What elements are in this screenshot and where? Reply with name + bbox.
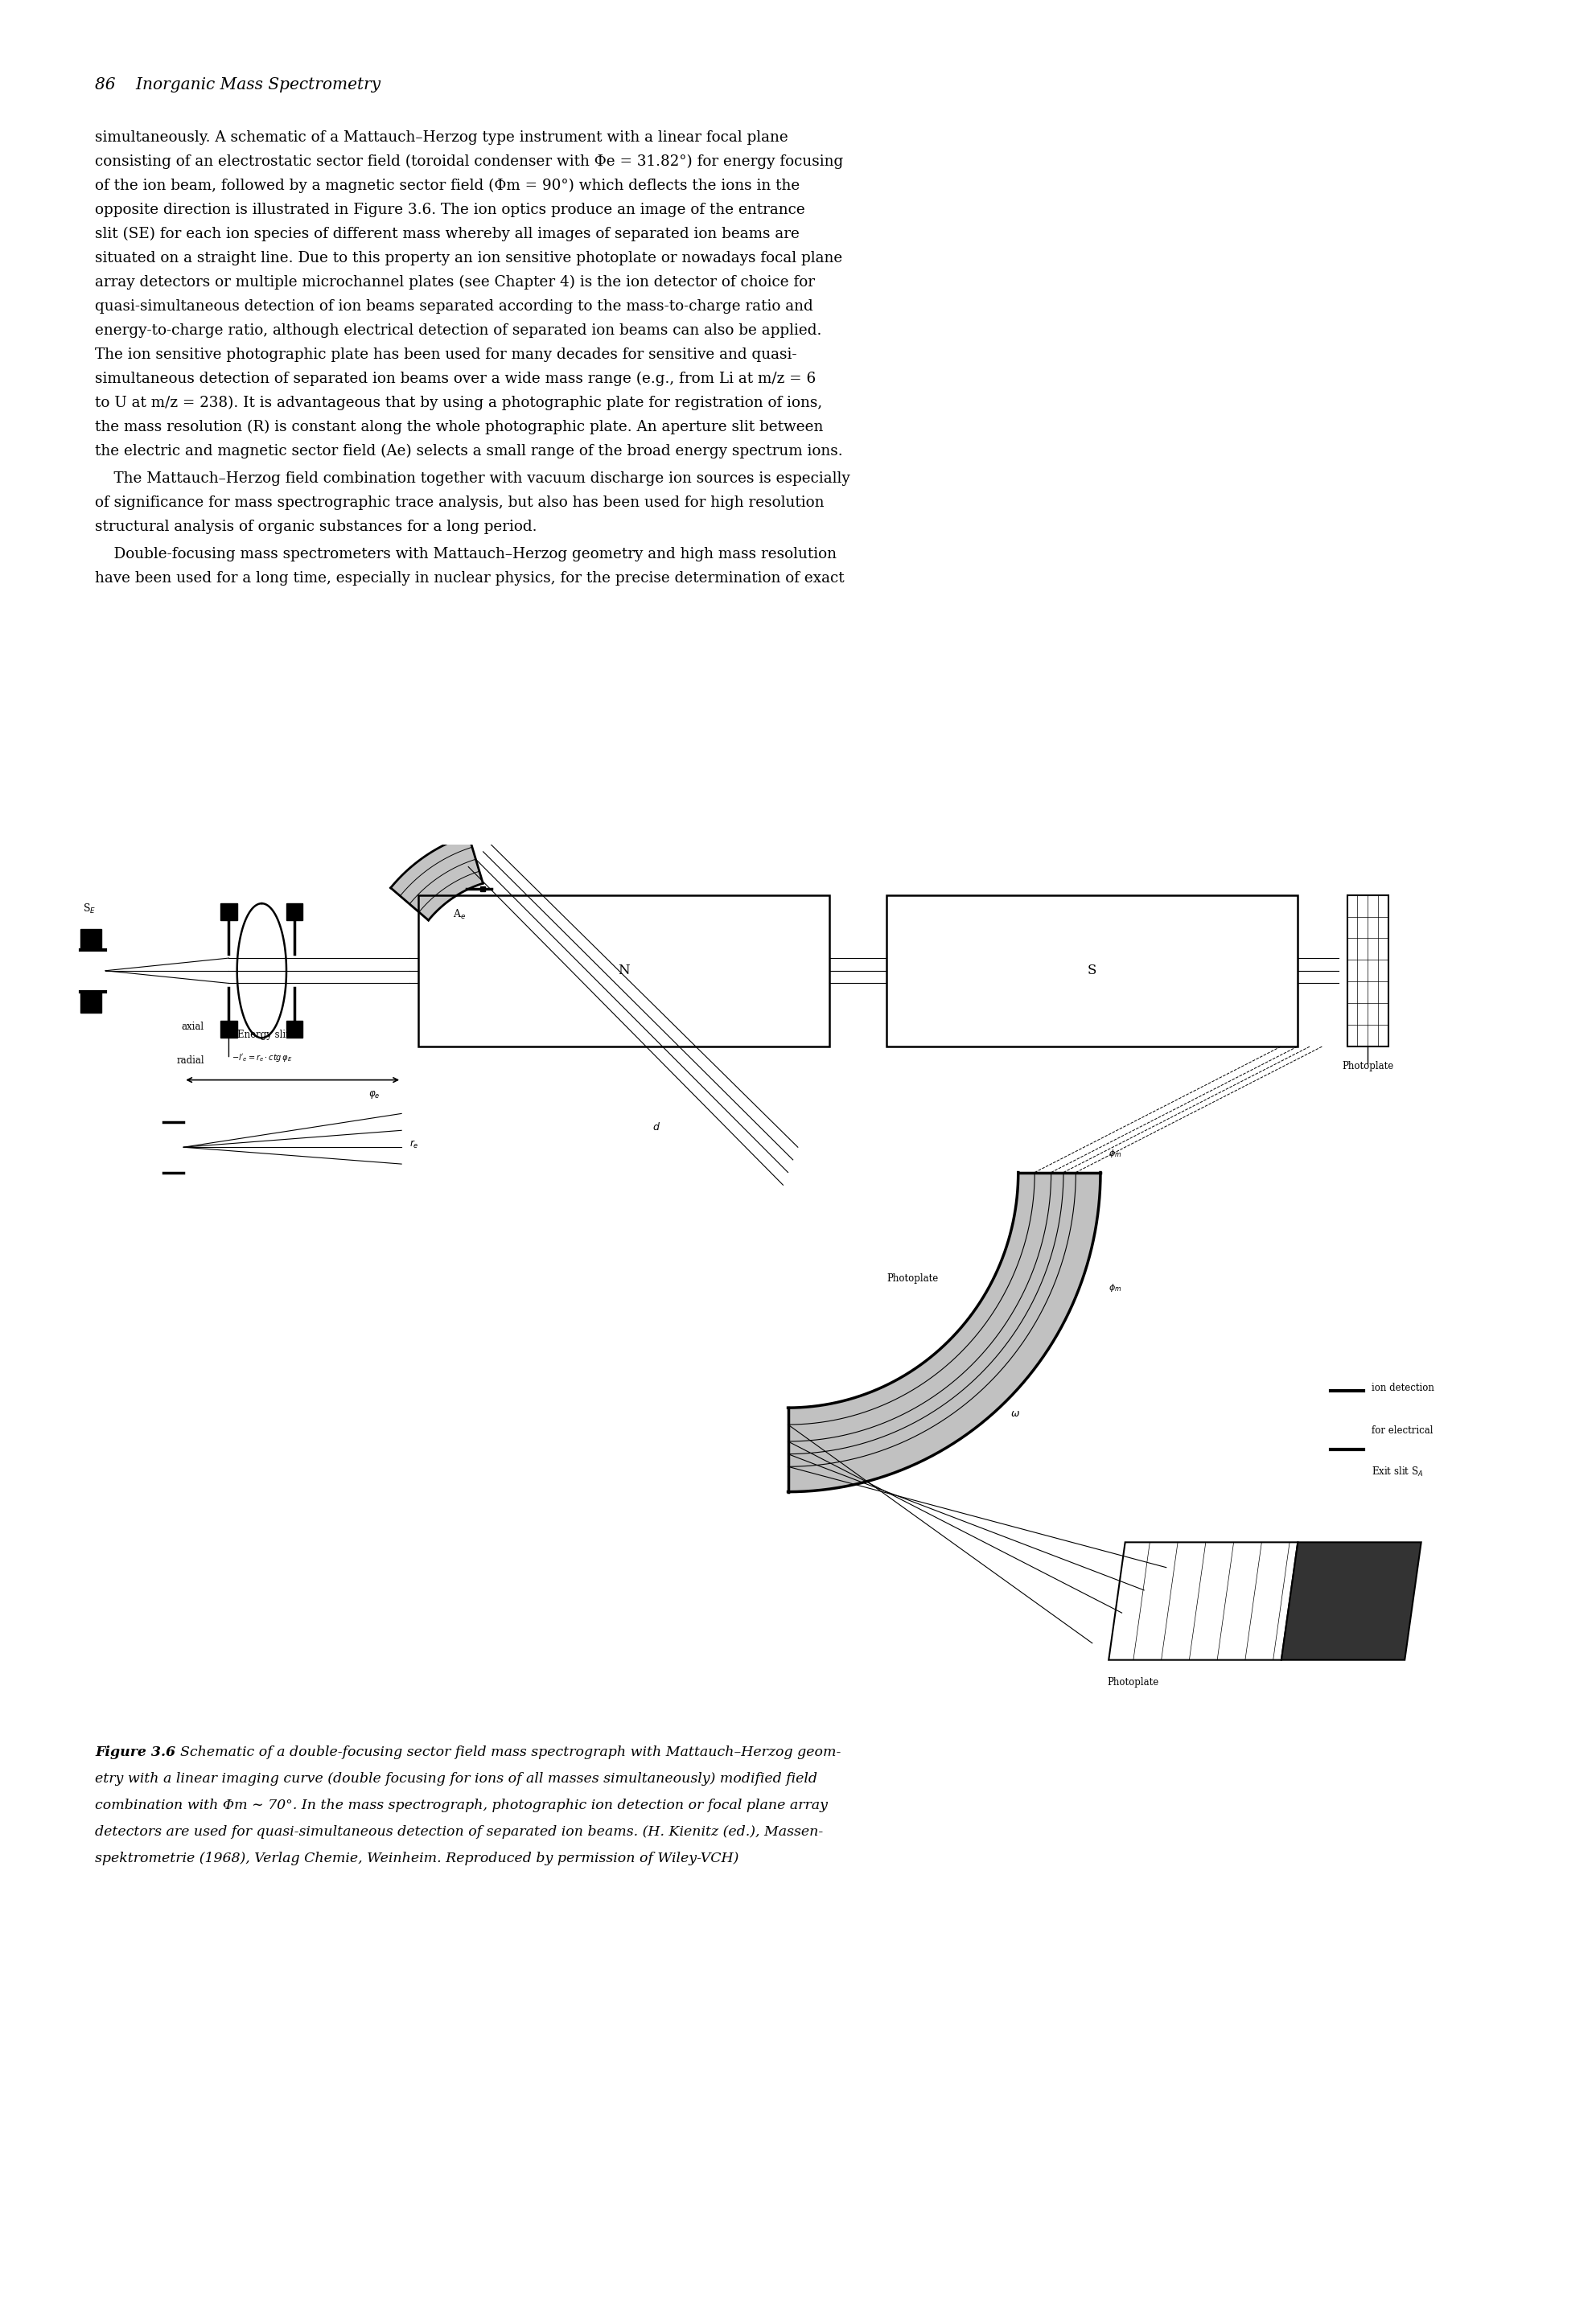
Text: The ion sensitive photographic plate has been used for many decades for sensitiv: The ion sensitive photographic plate has… — [94, 348, 796, 362]
Text: $\varphi_e$: $\varphi_e$ — [369, 1090, 380, 1102]
Text: the mass resolution (R) is constant along the whole photographic plate. An apert: the mass resolution (R) is constant alon… — [94, 420, 824, 434]
Text: S: S — [1087, 965, 1096, 979]
Text: quasi-simultaneous detection of ion beams separated according to the mass-to-cha: quasi-simultaneous detection of ion beam… — [94, 299, 812, 313]
Text: detectors are used for quasi-simultaneous detection of separated ion beams. (H. : detectors are used for quasi-simultaneou… — [94, 1825, 824, 1839]
Text: ion detection: ion detection — [1373, 1382, 1435, 1394]
Text: A$_e$: A$_e$ — [453, 909, 466, 921]
Polygon shape — [220, 904, 238, 921]
Text: S$_E$: S$_E$ — [83, 902, 96, 916]
Text: Double-focusing mass spectrometers with Mattauch–Herzog geometry and high mass r: Double-focusing mass spectrometers with … — [94, 547, 836, 561]
Text: for electrical: for electrical — [1373, 1424, 1433, 1435]
Text: slit (SE) for each ion species of different mass whereby all images of separated: slit (SE) for each ion species of differ… — [94, 227, 800, 241]
Text: The Mattauch–Herzog field combination together with vacuum discharge ion sources: The Mattauch–Herzog field combination to… — [94, 471, 851, 487]
Text: $\omega$: $\omega$ — [1010, 1408, 1020, 1419]
Polygon shape — [81, 928, 102, 951]
Text: Photoplate: Photoplate — [1342, 1062, 1393, 1071]
Polygon shape — [1282, 1542, 1420, 1660]
Text: radial: radial — [176, 1055, 204, 1064]
Text: Photoplate: Photoplate — [1108, 1677, 1159, 1688]
Text: Energy slit: Energy slit — [238, 1030, 289, 1041]
Polygon shape — [1109, 1542, 1298, 1660]
Polygon shape — [391, 835, 484, 921]
Polygon shape — [286, 904, 303, 921]
Text: opposite direction is illustrated in Figure 3.6. The ion optics produce an image: opposite direction is illustrated in Fig… — [94, 202, 804, 218]
Text: array detectors or multiple microchannel plates (see Chapter 4) is the ion detec: array detectors or multiple microchannel… — [94, 276, 816, 290]
Text: combination with Φm ∼ 70°. In the mass spectrograph, photographic ion detection : combination with Φm ∼ 70°. In the mass s… — [94, 1800, 828, 1811]
Text: $d$: $d$ — [653, 1122, 661, 1132]
Text: Schematic of a double-focusing sector field mass spectrograph with Mattauch–Herz: Schematic of a double-focusing sector fi… — [171, 1746, 841, 1760]
Text: the electric and magnetic sector field (Ae) selects a small range of the broad e: the electric and magnetic sector field (… — [94, 443, 843, 459]
Bar — [418, 895, 828, 1046]
Text: etry with a linear imaging curve (double focusing for ions of all masses simulta: etry with a linear imaging curve (double… — [94, 1772, 817, 1786]
Text: to U at m/z = 238). It is advantageous that by using a photographic plate for re: to U at m/z = 238). It is advantageous t… — [94, 397, 822, 410]
Text: situated on a straight line. Due to this property an ion sensitive photoplate or: situated on a straight line. Due to this… — [94, 250, 843, 264]
Text: $-l'_e = r_e \cdot ctg\,\varphi_E$: $-l'_e = r_e \cdot ctg\,\varphi_E$ — [231, 1053, 292, 1062]
Polygon shape — [220, 1020, 238, 1039]
Text: Exit slit S$_A$: Exit slit S$_A$ — [1373, 1466, 1424, 1477]
Text: spektrometrie (1968), Verlag Chemie, Weinheim. Reproduced by permission of Wiley: spektrometrie (1968), Verlag Chemie, Wei… — [94, 1851, 739, 1864]
Text: axial: axial — [182, 1020, 204, 1032]
Text: Photoplate: Photoplate — [887, 1273, 938, 1285]
Text: of the ion beam, followed by a magnetic sector field (Φm = 90°) which deflects t: of the ion beam, followed by a magnetic … — [94, 179, 800, 192]
Bar — [1347, 895, 1389, 1046]
Text: $\phi_m$: $\phi_m$ — [1109, 1282, 1122, 1294]
Text: N: N — [618, 965, 629, 979]
Text: have been used for a long time, especially in nuclear physics, for the precise d: have been used for a long time, especial… — [94, 570, 844, 587]
Text: simultaneously. A schematic of a Mattauch–Herzog type instrument with a linear f: simultaneously. A schematic of a Mattauc… — [94, 130, 788, 144]
Polygon shape — [788, 1173, 1101, 1491]
Text: of significance for mass spectrographic trace analysis, but also has been used f: of significance for mass spectrographic … — [94, 496, 824, 510]
Text: Figure 3.6: Figure 3.6 — [94, 1746, 176, 1760]
Polygon shape — [81, 993, 102, 1013]
Bar — [887, 895, 1298, 1046]
Text: $\phi_m$: $\phi_m$ — [1109, 1148, 1122, 1160]
Text: consisting of an electrostatic sector field (toroidal condenser with Φe = 31.82°: consisting of an electrostatic sector fi… — [94, 155, 843, 169]
Text: energy-to-charge ratio, although electrical detection of separated ion beams can: energy-to-charge ratio, although electri… — [94, 322, 822, 339]
Polygon shape — [286, 1020, 303, 1039]
Text: $r_e$: $r_e$ — [410, 1139, 420, 1150]
Text: 86    Inorganic Mass Spectrometry: 86 Inorganic Mass Spectrometry — [94, 77, 380, 93]
Text: simultaneous detection of separated ion beams over a wide mass range (e.g., from: simultaneous detection of separated ion … — [94, 371, 816, 387]
Text: structural analysis of organic substances for a long period.: structural analysis of organic substance… — [94, 519, 536, 533]
